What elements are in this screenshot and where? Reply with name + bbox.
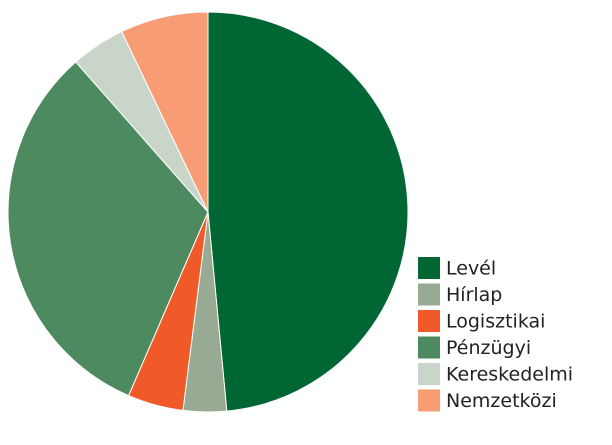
legend-swatch [418, 283, 440, 306]
pie-slice [121, 11, 209, 213]
legend-label: Logisztikai [446, 311, 545, 333]
legend-label: Kereskedelmi [446, 364, 573, 386]
pie-slice [7, 61, 209, 397]
legend-label: Nemzetközi [446, 390, 557, 412]
legend-label: Hírlap [446, 284, 502, 306]
legend-swatch [418, 363, 440, 385]
legend-swatch [418, 257, 440, 279]
legend-swatch [418, 310, 440, 332]
legend-label: Pénzügyi [446, 337, 531, 359]
legend-swatch [418, 336, 440, 359]
legend-label: Levél [446, 258, 496, 280]
pie-slice [207, 11, 409, 412]
legend-swatch [418, 389, 440, 412]
